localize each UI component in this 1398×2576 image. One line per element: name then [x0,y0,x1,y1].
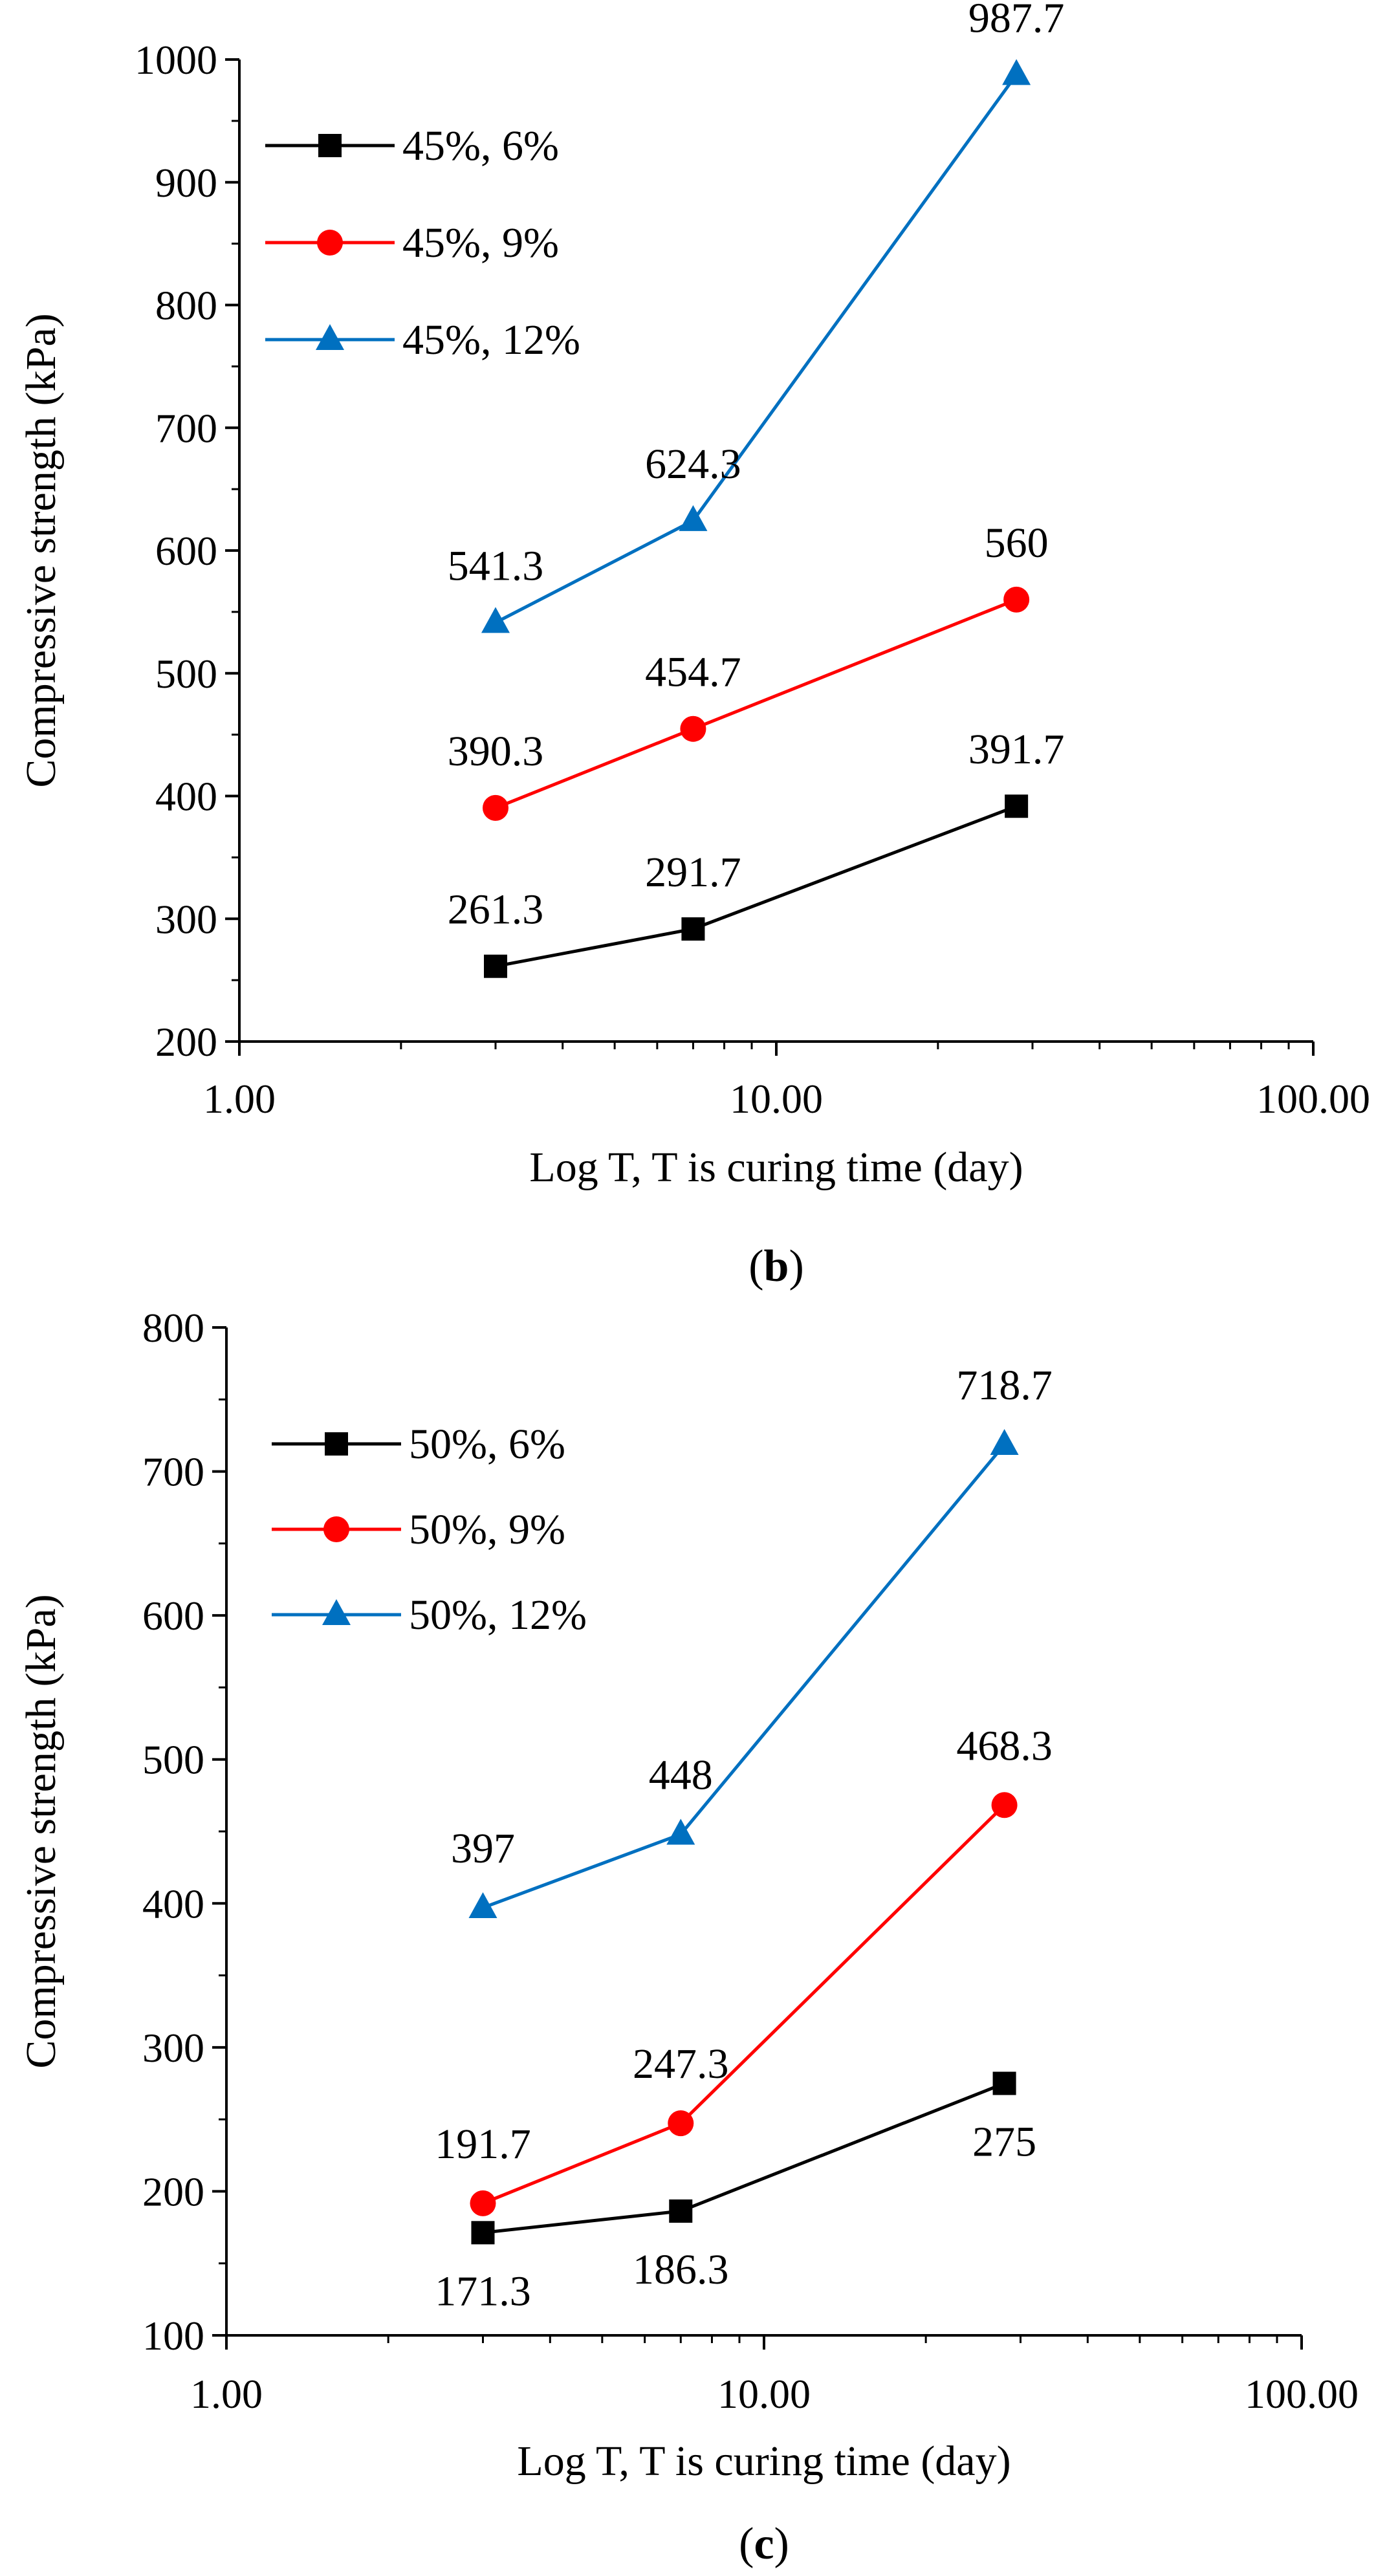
legend-label: 45%, 6% [402,122,559,169]
data-point-marker [669,2199,693,2223]
data-label: 987.7 [968,0,1065,41]
data-point-marker [679,505,708,531]
data-label: 171.3 [435,2267,531,2315]
x-tick-label: 100.00 [1256,1076,1370,1122]
y-tick-label: 300 [142,2025,204,2071]
y-tick-label: 600 [155,528,217,574]
legend-marker [322,1599,351,1625]
data-point-marker [481,607,510,633]
data-label: 261.3 [448,886,544,933]
x-tick-label: 100.00 [1245,2371,1359,2417]
caption-letter: c [754,2519,774,2569]
panel-caption: (c) [739,2519,789,2569]
data-label: 291.7 [645,849,741,896]
legend-label: 50%, 12% [409,1591,587,1639]
data-label: 186.3 [633,2246,729,2293]
legend-marker [325,1432,348,1456]
data-label: 468.3 [956,1722,1053,1769]
data-label: 448 [649,1751,713,1798]
y-axis-title: Compressive strength (kPa) [17,313,65,787]
legend-label: 50%, 6% [409,1421,565,1468]
y-tick-label: 700 [155,405,217,451]
legend-label: 45%, 12% [402,316,580,364]
x-axis-title: Log T, T is curing time (day) [517,2438,1010,2485]
y-tick-label: 900 [155,160,217,206]
series-line [483,2082,1005,2234]
y-tick-label: 700 [142,1449,204,1495]
y-axis-title: Compressive strength (kPa) [17,1594,65,2068]
data-label: 560 [985,519,1049,567]
data-point-marker [484,954,508,978]
data-label: 718.7 [956,1362,1053,1409]
caption-open-paren: ( [748,1241,763,1291]
data-label: 275 [972,2119,1036,2166]
caption-close-paren: ) [774,2519,789,2569]
data-point-marker [471,2221,495,2245]
y-tick-label: 200 [155,1019,217,1065]
x-tick-label: 1.00 [190,2371,263,2417]
data-point-marker [1003,586,1030,613]
y-tick-label: 800 [155,283,217,329]
legend-marker [317,230,343,256]
data-point-marker [992,2071,1016,2095]
data-label: 247.3 [633,2040,729,2088]
data-label: 624.3 [645,441,741,488]
data-label: 541.3 [448,542,544,589]
caption-close-paren: ) [789,1241,803,1291]
legend-marker [316,324,344,350]
data-label: 191.7 [435,2121,531,2168]
series-line [482,1804,1006,2205]
data-label: 391.7 [968,726,1065,773]
data-label: 397 [451,1825,515,1872]
data-label: 454.7 [645,649,741,696]
y-tick-label: 600 [142,1593,204,1639]
legend-marker [318,134,342,157]
data-label: 390.3 [448,728,544,775]
chart-panel-c: 100 200 300 400 500 600 700 800 1.00 10.00 100.00 L… [17,1305,1359,2569]
data-point-marker [470,2190,496,2216]
data-point-marker [1002,59,1031,85]
x-tick-label: 10.00 [717,2371,811,2417]
data-point-marker [483,794,509,821]
x-axis-title: Log T, T is curing time (day) [529,1144,1023,1191]
caption-letter: b [764,1241,789,1291]
data-point-marker [666,1818,695,1845]
y-tick-label: 400 [142,1881,204,1927]
y-tick-label: 500 [142,1737,204,1783]
legend-marker [323,1516,349,1542]
data-point-marker [1005,794,1029,818]
legend-label: 45%, 9% [402,219,559,267]
y-tick-label: 200 [142,2168,204,2214]
panel-caption: (b) [748,1241,804,1291]
data-point-marker [468,1892,497,1918]
y-tick-label: 1000 [135,37,217,83]
series-line [495,804,1018,968]
y-tick-label: 400 [155,774,217,820]
legend-label: 50%, 9% [409,1506,565,1553]
data-point-marker [991,1792,1018,1818]
y-tick-label: 100 [142,2313,204,2359]
y-tick-label: 300 [155,896,217,942]
chart-panel-b: 200 300 400 500 600 700 800 900 1000 1.00 10.00 100… [17,0,1370,1291]
y-tick-label: 500 [155,651,217,697]
x-tick-label: 1.00 [203,1076,276,1122]
caption-open-paren: ( [739,2519,754,2569]
data-point-marker [668,2110,694,2137]
series-line [495,598,1018,810]
x-tick-label: 10.00 [730,1076,823,1122]
data-point-marker [680,715,706,742]
data-point-marker [990,1428,1019,1455]
y-tick-label: 800 [142,1305,204,1351]
data-point-marker [681,917,705,941]
